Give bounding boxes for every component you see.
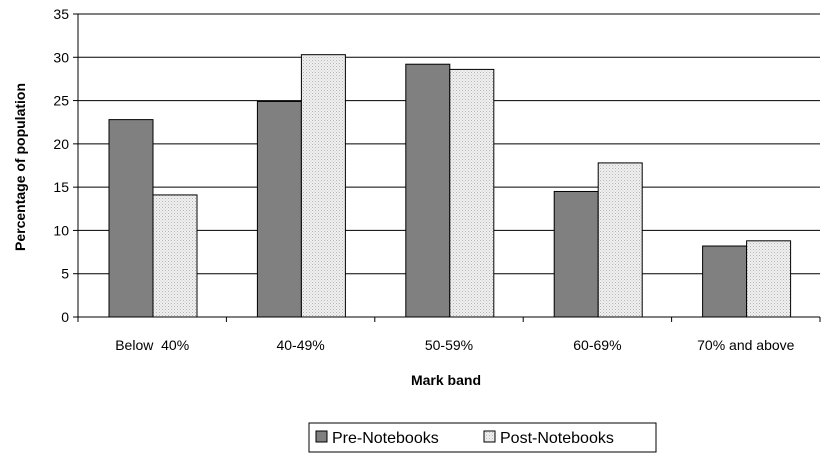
- x-tick-label: 50-59%: [425, 337, 473, 353]
- bar-pre-notebooks: [702, 245, 748, 318]
- y-tick-label: 15: [53, 179, 69, 195]
- y-axis-title: Percentage of population: [12, 83, 28, 251]
- legend-swatch-pre-notebooks: [315, 430, 328, 443]
- y-tick-label: 20: [53, 136, 69, 152]
- y-tick-label: 25: [53, 93, 69, 109]
- bars: [108, 54, 792, 318]
- bar-post-notebooks: [597, 162, 643, 318]
- y-tick-label: 0: [61, 309, 69, 325]
- bar-post-notebooks: [449, 68, 495, 318]
- x-tick-labels: Below 40% 40-49% 50-59% 60-69% 70% and above: [115, 337, 794, 353]
- bar-pre-notebooks: [553, 190, 599, 318]
- bar-pre-notebooks: [256, 100, 302, 318]
- legend-label-pre-notebooks: Pre-Notebooks: [332, 430, 439, 447]
- y-tick-label: 30: [53, 49, 69, 65]
- x-tick-label: 60-69%: [573, 337, 621, 353]
- bar-post-notebooks: [746, 240, 792, 318]
- x-tick-label: 40-49%: [276, 337, 324, 353]
- x-axis-title: Mark band: [411, 372, 481, 388]
- bar-post-notebooks: [152, 194, 198, 318]
- bar-pre-notebooks: [108, 119, 154, 318]
- legend-box: [308, 422, 657, 453]
- legend-label-post-notebooks: Post-Notebooks: [500, 430, 614, 447]
- y-tick-label: 10: [53, 222, 69, 238]
- x-tick-label: Below 40%: [115, 337, 189, 353]
- legend: Pre-Notebooks Post-Notebooks: [308, 422, 657, 453]
- y-tick-label: 35: [53, 6, 69, 22]
- axes: [73, 13, 821, 322]
- x-tick-label: 70% and above: [697, 337, 795, 353]
- y-tick-label: 5: [61, 266, 69, 282]
- bar-post-notebooks: [300, 54, 346, 318]
- legend-swatch-post-notebooks: [483, 430, 496, 443]
- y-tick-labels: 0 5 10 15 20 25 30 35: [53, 6, 69, 325]
- bar-pre-notebooks: [405, 63, 451, 318]
